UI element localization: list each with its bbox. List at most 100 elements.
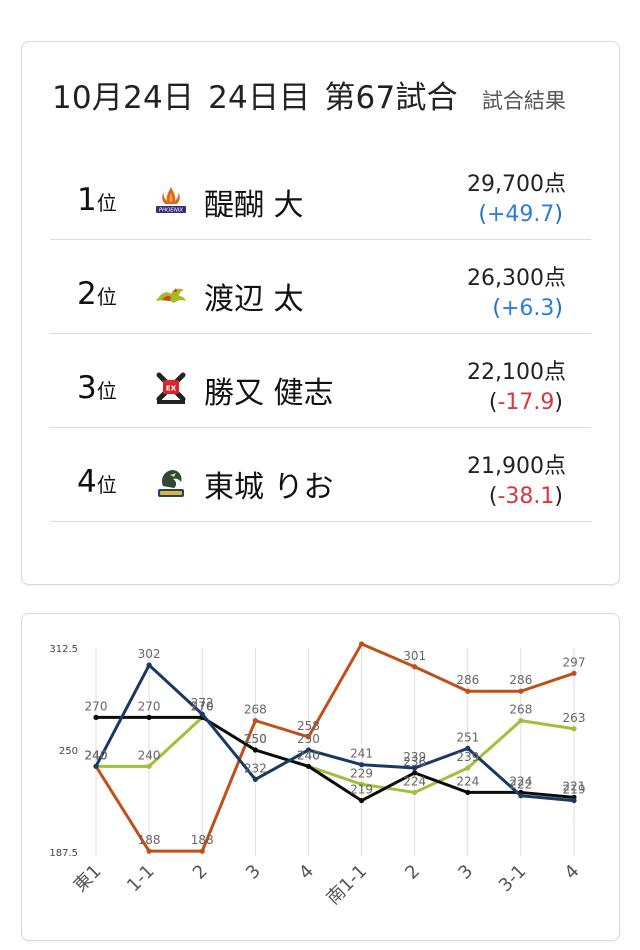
x-tick-label: 4 — [561, 861, 584, 884]
game-subtitle: 試合結果 — [481, 89, 566, 113]
result-row[interactable]: 4位 東城 りお 21,900点 (-38.1) — [50, 428, 591, 522]
data-point — [571, 670, 577, 676]
result-card: 10月24日 24日目 第67試合 試合結果 1位 PHOENIX 醍醐 大 29,… — [21, 41, 620, 585]
series-line — [96, 715, 575, 794]
data-point — [146, 714, 152, 720]
result-list: 1位 PHOENIX 醍醐 大 29,700点 (+49.7) 2位 渡辺 太 … — [50, 146, 591, 522]
y-tick-label: 187.5 — [49, 848, 78, 859]
data-point — [358, 641, 365, 647]
data-point — [305, 747, 312, 753]
data-point — [146, 763, 152, 769]
data-point — [465, 765, 471, 771]
data-label: 251 — [456, 730, 479, 744]
player-score: 22,100点 — [467, 360, 566, 385]
data-label: 250 — [297, 732, 320, 746]
data-point — [465, 688, 471, 694]
data-point — [412, 789, 418, 796]
data-label: 236 — [403, 755, 426, 769]
data-label: 240 — [297, 748, 320, 762]
score-delta: (+49.7) — [478, 202, 563, 227]
game-header: 10月24日 24日目 第67試合 試合結果 — [52, 72, 566, 117]
svg-text:EX: EX — [166, 385, 177, 393]
data-label: 219 — [563, 783, 586, 797]
data-label: 224 — [456, 774, 479, 788]
data-point — [465, 745, 471, 751]
player-name: 勝又 健志 — [204, 376, 334, 411]
data-label: 224 — [509, 774, 532, 788]
result-row[interactable]: 2位 渡辺 太 26,300点 (+6.3) — [50, 240, 591, 334]
data-point — [571, 797, 577, 804]
x-tick-label: 2 — [401, 861, 424, 884]
data-label: 268 — [244, 703, 267, 717]
player-name: 東城 りお — [204, 470, 334, 505]
svg-text:PHOENIX: PHOENIX — [159, 208, 184, 214]
data-label: 301 — [403, 649, 426, 663]
data-point — [305, 734, 312, 740]
x-tick-label: 3 — [454, 861, 477, 884]
data-point — [146, 848, 152, 854]
x-tick-label: 4 — [295, 861, 318, 884]
data-label: 250 — [244, 732, 267, 746]
data-point — [199, 848, 205, 854]
data-point — [412, 664, 418, 670]
data-label: 224 — [403, 774, 426, 788]
score-delta: (-17.9) — [488, 390, 563, 415]
data-label: 297 — [563, 655, 586, 669]
score-chart-card: 312.5 250 187.5 東1 1-1 2 3 4 南1-1 2 3 3-1 4 240 188 188… — [21, 613, 620, 941]
y-tick-label: 312.5 — [49, 644, 78, 655]
data-label: 263 — [563, 711, 586, 725]
x-tick-label: 東1 — [70, 861, 106, 897]
data-label: 222 — [509, 778, 532, 792]
data-point — [358, 762, 365, 768]
player-score: 26,300点 — [467, 266, 566, 291]
game-number: 第67試合 — [324, 80, 458, 116]
data-label: 188 — [191, 833, 214, 847]
x-tick-label: 3 — [242, 861, 265, 884]
data-label: 221 — [563, 779, 586, 793]
beast-logo-icon — [158, 470, 184, 497]
result-row[interactable]: 1位 PHOENIX 醍醐 大 29,700点 (+49.7) — [50, 146, 591, 240]
data-label: 258 — [297, 719, 320, 733]
data-label: 240 — [297, 748, 320, 762]
x-tick-label: 1-1 — [123, 861, 159, 897]
rank-label: 1位 — [77, 182, 117, 218]
player-name: 醍醐 大 — [204, 188, 304, 223]
data-label: 240 — [138, 748, 161, 762]
series-line — [94, 642, 575, 853]
data-point — [518, 688, 524, 694]
data-label: 268 — [509, 703, 532, 717]
x-tick-label: 2 — [189, 861, 212, 884]
player-name: 渡辺 太 — [204, 282, 304, 317]
data-label: 219 — [350, 783, 373, 797]
player-score: 29,700点 — [467, 172, 566, 197]
player-score: 21,900点 — [467, 454, 566, 479]
data-label: 232 — [244, 761, 267, 775]
data-label: 270 — [138, 699, 161, 713]
x-tick-label: 南1-1 — [323, 861, 371, 909]
series-line — [96, 715, 575, 803]
data-label: 286 — [456, 673, 479, 687]
data-point — [305, 763, 312, 769]
data-point — [412, 765, 418, 771]
rank-label: 3位 — [77, 370, 117, 406]
game-day: 24日目 — [208, 80, 311, 116]
data-label: 240 — [85, 748, 108, 762]
data-label: 272 — [191, 696, 214, 710]
dragon-logo-icon — [156, 288, 186, 303]
data-point — [358, 797, 365, 804]
rank-label: 2位 — [77, 276, 117, 312]
data-point — [252, 747, 258, 753]
data-label: 229 — [350, 766, 373, 780]
score-delta: (-38.1) — [488, 484, 563, 509]
data-point — [465, 789, 471, 796]
data-label: 302 — [138, 647, 161, 661]
data-point — [252, 718, 258, 724]
data-point — [358, 781, 365, 787]
data-point — [93, 714, 99, 720]
result-row[interactable]: 3位 EX 勝又 健志 22,100点 (-17.9) — [50, 334, 591, 428]
data-point — [199, 711, 205, 717]
data-label: 286 — [509, 673, 532, 687]
data-label: 241 — [350, 747, 373, 761]
data-point — [518, 793, 524, 799]
data-point — [412, 770, 418, 776]
